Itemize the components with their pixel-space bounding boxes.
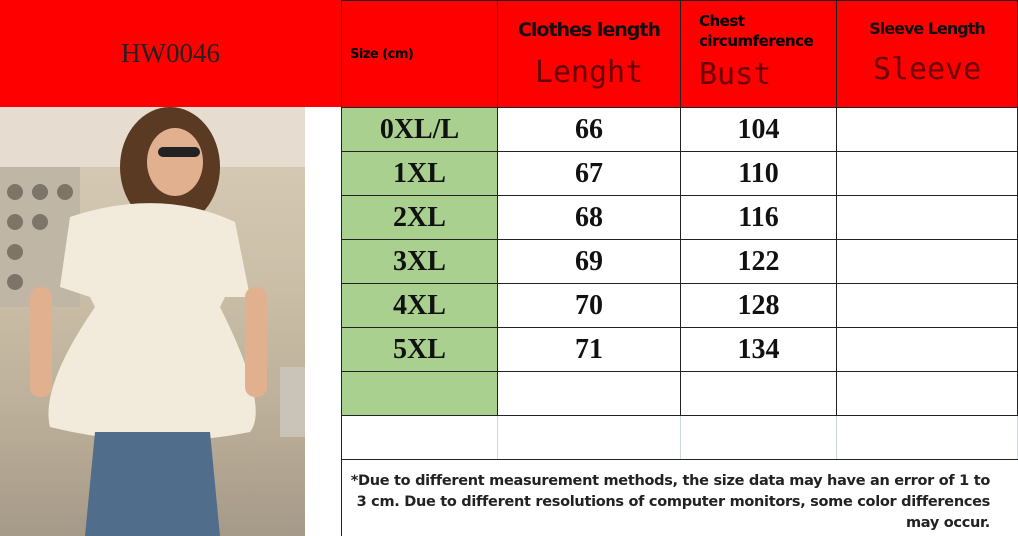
sleeve-cell [836,283,1018,328]
table-row: 2XL 68 116 [341,195,1018,240]
model-photo [0,107,305,536]
bust-cell: 128 [680,283,837,328]
length-cell: 69 [497,239,681,284]
model-photo-illustration [0,107,305,536]
sleeve-cell [836,239,1018,284]
sleeve-cell [836,327,1018,372]
size-cell: 1XL [341,151,498,196]
size-cell: 3XL [341,239,498,284]
size-cell [341,371,498,416]
sleeve-header: Sleeve Length [869,19,986,38]
bust-cell: 104 [680,107,837,152]
bust-header: Chest circumference [699,12,814,50]
length-subheader: Lenght [534,55,644,90]
length-header: Clothes length [517,19,661,41]
table-row: 5XL 71 134 [341,327,1018,372]
bust-subheader: Bust [699,57,772,92]
size-cell: 0XL/L [341,107,498,152]
empty-cell [497,415,681,460]
length-cell: 66 [497,107,681,152]
length-cell: 70 [497,283,681,328]
bust-cell: 134 [680,327,837,372]
empty-cell [680,415,837,460]
bust-cell: 110 [680,151,837,196]
empty-cell [341,415,498,460]
empty-cell [680,371,837,416]
table-row: 3XL 69 122 [341,239,1018,284]
length-cell: 71 [497,327,681,372]
size-cell: 2XL [341,195,498,240]
table-row: 0XL/L 66 104 [341,107,1018,152]
header-row: Size (cm) Clothes length Lenght Chest cir… [341,0,1018,108]
length-cell: 67 [497,151,681,196]
size-cell: 4XL [341,283,498,328]
bust-cell: 122 [680,239,837,284]
table-row: 4XL 70 128 [341,283,1018,328]
empty-cell [836,415,1018,460]
table-row: 1XL 67 110 [341,151,1018,196]
bust-cell: 116 [680,195,837,240]
size-chart-table: Size (cm) Clothes length Lenght Chest cir… [341,0,1018,460]
sleeve-cell [836,107,1018,152]
sleeve-subheader: Sleeve [872,52,982,87]
sleeve-cell [836,195,1018,240]
product-code: HW0046 [0,0,341,107]
disclaimer-note: *Due to different measurement methods, t… [341,459,1018,536]
sleeve-cell [836,151,1018,196]
empty-cell [836,371,1018,416]
size-cell: 5XL [341,327,498,372]
length-cell: 68 [497,195,681,240]
empty-row [341,371,1018,416]
size-header: Size (cm) [350,47,414,62]
empty-cell [497,371,681,416]
empty-row [341,415,1018,460]
